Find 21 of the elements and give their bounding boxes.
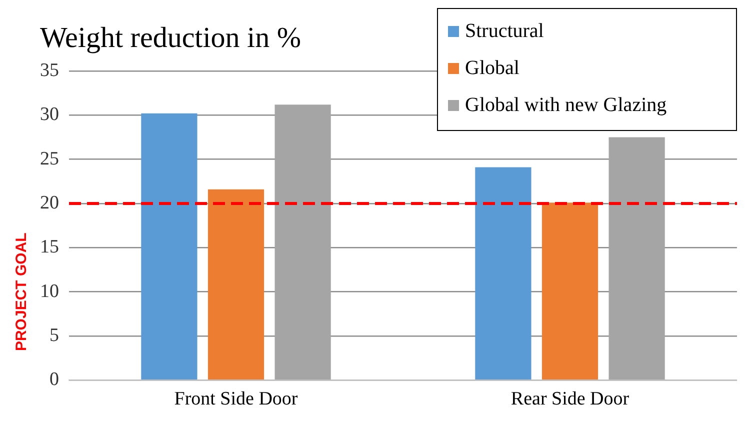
y-tick-label: 25	[40, 148, 59, 170]
y-tick-label: 10	[40, 280, 59, 302]
chart-title: Weight reduction in %	[40, 22, 302, 55]
bar	[208, 189, 264, 380]
legend-label: Structural	[465, 20, 544, 43]
bar	[542, 202, 598, 380]
bar	[608, 137, 665, 380]
ref-line-label: PROJECT GOAL	[13, 232, 30, 352]
legend-label: Global	[465, 57, 520, 80]
y-tick-label: 35	[40, 60, 59, 81]
y-tick-label: 0	[50, 369, 59, 390]
bar	[274, 104, 331, 380]
y-tick-label: 5	[50, 325, 59, 346]
y-tick-label: 20	[40, 192, 59, 214]
legend-label: Global with new Glazing	[465, 94, 667, 117]
y-tick-label: 30	[40, 104, 59, 126]
bar	[141, 113, 198, 380]
x-tick-label: Front Side Door	[174, 388, 298, 410]
bar	[475, 167, 532, 380]
x-tick-label: Rear Side Door	[510, 388, 630, 410]
y-tick-label: 15	[40, 236, 59, 258]
